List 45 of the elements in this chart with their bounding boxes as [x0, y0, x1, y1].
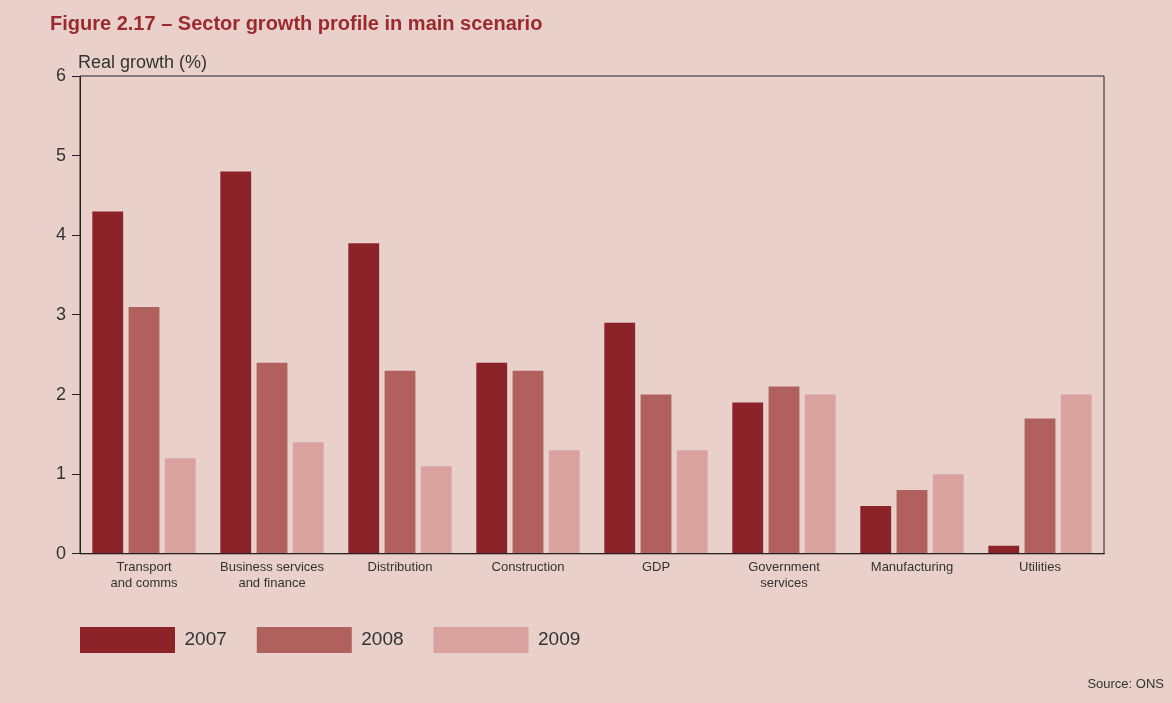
y-tick-label: 6 — [56, 64, 67, 85]
bar — [640, 394, 672, 554]
x-tick-label: Construction — [491, 559, 565, 575]
x-tick-label: Utilities — [1019, 559, 1062, 575]
x-tick-label: Transport and comms — [110, 559, 179, 590]
x-tick-label: GDP — [641, 559, 671, 575]
x-tick-label: Government services — [748, 559, 821, 590]
bar — [1024, 418, 1056, 554]
legend-label: 2008 — [361, 628, 404, 650]
y-tick-label: 5 — [56, 144, 67, 165]
bar — [512, 370, 544, 554]
y-tick-label: 4 — [56, 224, 67, 245]
bar — [896, 490, 928, 554]
bar — [384, 370, 416, 554]
legend-label: 2009 — [538, 628, 581, 650]
legend-label: 2007 — [184, 628, 227, 650]
bar — [256, 362, 288, 554]
bar — [164, 458, 196, 554]
bar — [292, 442, 324, 554]
bar — [92, 211, 124, 554]
bar — [768, 386, 800, 554]
bar — [676, 450, 708, 554]
y-tick-label: 3 — [56, 303, 67, 324]
bar — [804, 394, 836, 554]
bar — [476, 362, 508, 554]
bar — [420, 466, 452, 554]
y-axis-title: Real growth (%) — [78, 51, 208, 72]
bar — [604, 322, 636, 554]
bar — [932, 474, 964, 554]
x-tick-label: Manufacturing — [870, 559, 954, 575]
bar — [1060, 394, 1092, 554]
y-tick-label: 0 — [56, 542, 67, 563]
bar — [860, 506, 892, 554]
y-tick-label: 2 — [56, 383, 67, 404]
bar — [128, 306, 160, 554]
x-tick-label: Distribution — [367, 559, 433, 575]
chart-title: Figure 2.17 – Sector growth profile in main scenario — [50, 11, 543, 34]
x-tick-label: Business services and finance — [219, 559, 325, 590]
source-note: Source: ONS — [1087, 676, 1165, 692]
bar — [220, 171, 252, 554]
bar — [548, 450, 580, 554]
bar — [988, 545, 1020, 554]
bar — [732, 402, 764, 554]
y-tick-label: 1 — [56, 463, 67, 484]
bar — [348, 243, 380, 554]
